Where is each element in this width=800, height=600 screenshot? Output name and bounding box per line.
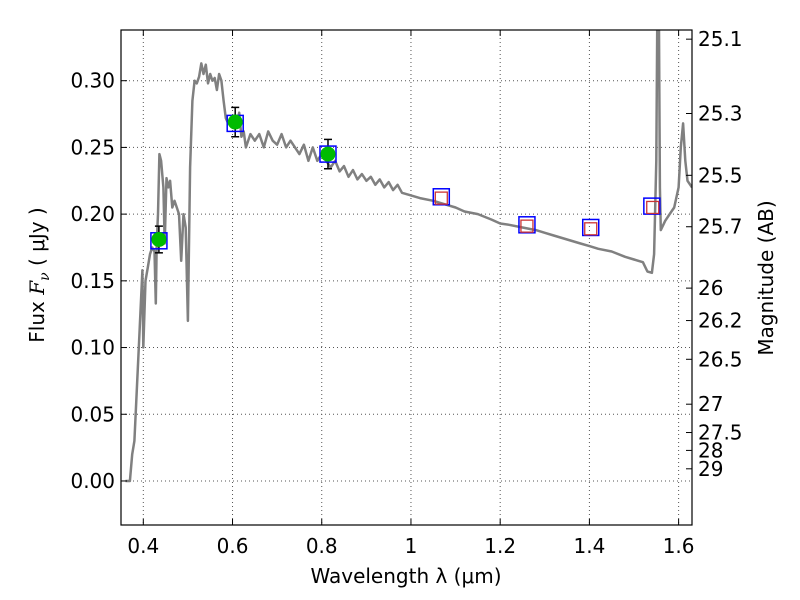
x-tick-label: 1.2: [484, 534, 516, 558]
observed-point: [151, 231, 167, 247]
y-tick-label: 0.15: [70, 269, 115, 293]
predicted-square-marker: [584, 222, 598, 236]
y2-axis-title: Magnitude (AB): [754, 200, 778, 355]
mag-tick-label: 25.7: [698, 215, 743, 239]
x-tick-label: 0.8: [306, 534, 338, 558]
observed-point: [320, 146, 336, 162]
grid: [121, 30, 692, 525]
x-tick-label: 0.6: [217, 534, 249, 558]
model-square-marker: [432, 188, 451, 206]
y-tick-label: 0.25: [70, 135, 115, 159]
model-square-marker: [581, 218, 600, 237]
mag-tick-label: 27.5: [698, 421, 743, 445]
y-tick-label: 0.30: [70, 69, 115, 93]
x-tick-label: 0.4: [127, 534, 159, 558]
predicted-square-marker: [646, 200, 660, 215]
mag-tick-label: 26: [698, 276, 723, 300]
y-tick-label: 0.20: [70, 202, 115, 226]
predicted-square-marker: [520, 219, 534, 233]
predicted-square-marker: [434, 191, 448, 205]
mag-tick-label: 26.5: [698, 347, 743, 371]
x-tick-label: 1.4: [573, 534, 605, 558]
plot-frame: [120, 29, 693, 526]
y-tick-label: 0.10: [70, 336, 115, 360]
mag-tick-label: 28: [698, 438, 723, 462]
mag-tick-label: 25.5: [698, 163, 743, 187]
mag-tick-label: 25.3: [698, 101, 743, 125]
y-tick-label: 0.00: [70, 469, 115, 493]
sed-line: [125, 30, 692, 483]
mag-tick-label: 26.2: [698, 309, 743, 333]
axes: 0.4 0.6 0.8 1 1.2 1.4 1.6 0.00 0.05 0.10 0.15 0.20 0…: [70, 27, 742, 558]
model-square-marker: [518, 216, 536, 234]
mag-tick-label: 29: [698, 457, 723, 481]
x-tick-label: 1: [405, 534, 418, 558]
plot-area: [125, 30, 692, 483]
model-square-marker: [319, 145, 337, 163]
x-tick-label: 1.6: [663, 534, 695, 558]
y-tick-label: 0.05: [70, 402, 115, 426]
mag-tick-label: 27: [698, 392, 723, 416]
model-square-marker: [643, 197, 661, 215]
x-axis-title: Wavelength λ (μm): [310, 564, 501, 588]
y-axis-title: Flux Fν ( μJy ): [25, 207, 53, 342]
observed-point: [227, 114, 243, 130]
mag-tick-label: 25.1: [698, 27, 743, 51]
